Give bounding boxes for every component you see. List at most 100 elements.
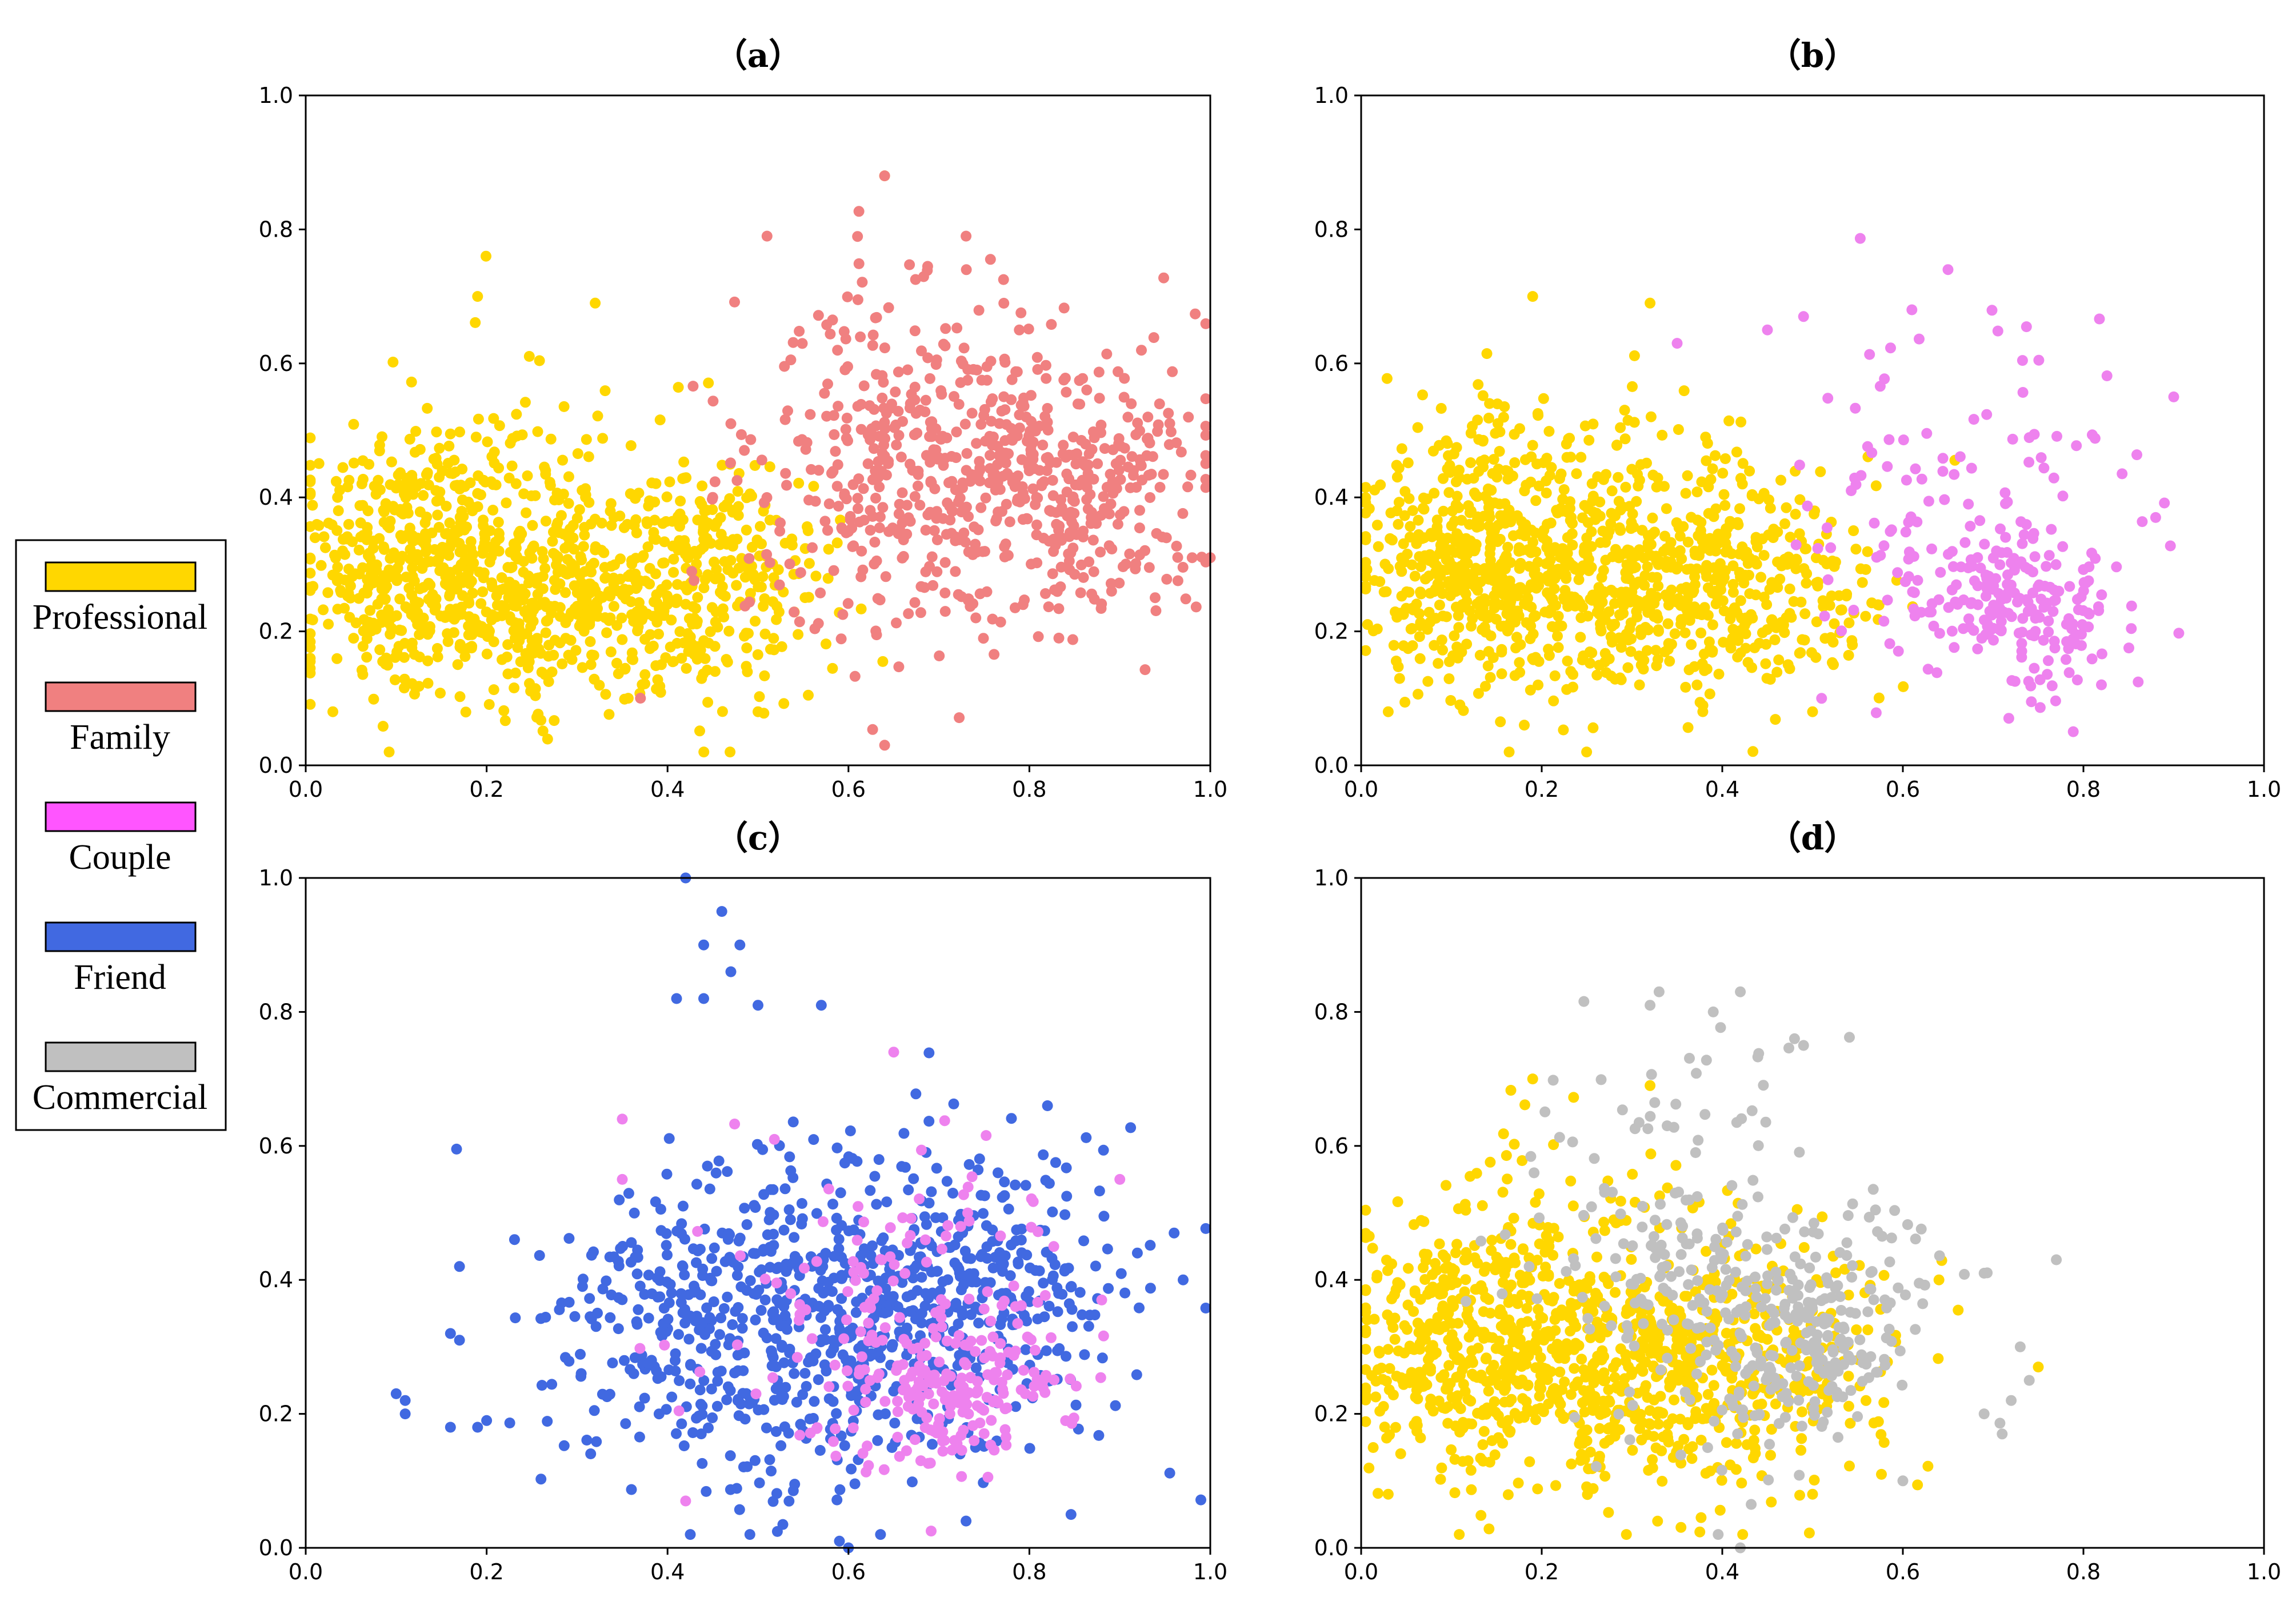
point-professional [1725, 516, 1736, 527]
x-tick-label: 0.8 [1012, 1559, 1046, 1584]
point-friend [706, 1275, 718, 1287]
point-friend [658, 1318, 669, 1329]
point-professional [481, 648, 493, 660]
point-professional [1614, 522, 1625, 533]
point-couple [959, 1339, 971, 1351]
point-professional [1635, 660, 1647, 670]
point-friend [999, 1176, 1010, 1188]
point-professional [1745, 609, 1757, 620]
point-friend [733, 1261, 744, 1272]
point-professional [1765, 502, 1776, 514]
point-family [889, 422, 900, 433]
point-professional [1769, 634, 1781, 645]
point-friend [685, 1378, 696, 1390]
point-friend [853, 1343, 865, 1354]
point-professional [1581, 746, 1593, 758]
point-professional [383, 564, 395, 576]
point-couple [806, 1333, 818, 1344]
point-family [1061, 486, 1073, 498]
point-friend [634, 1401, 645, 1412]
point-professional [439, 564, 450, 576]
point-family [1061, 386, 1072, 398]
point-couple [2168, 391, 2179, 402]
point-friend [970, 1301, 981, 1313]
point-family [1177, 562, 1189, 573]
point-couple [1922, 664, 1934, 675]
point-family [1055, 561, 1067, 573]
point-professional [1543, 1398, 1554, 1410]
point-professional [673, 382, 684, 393]
point-friend [1010, 1235, 1022, 1247]
point-couple [617, 1173, 628, 1185]
point-professional [1525, 476, 1537, 488]
point-couple [1966, 462, 1977, 474]
point-professional [1429, 640, 1440, 651]
point-friend [643, 1312, 654, 1324]
point-professional [1573, 574, 1585, 585]
point-friend [718, 1303, 730, 1314]
point-family [979, 546, 990, 557]
point-professional [1422, 676, 1434, 687]
point-family [1114, 577, 1125, 589]
point-family [1147, 451, 1158, 462]
point-professional [648, 527, 659, 538]
point-professional [1647, 572, 1658, 583]
point-professional [1443, 487, 1455, 498]
point-friend [923, 1197, 935, 1209]
point-professional [611, 657, 622, 669]
point-friend [712, 1375, 723, 1387]
point-professional [1445, 544, 1456, 556]
point-family [986, 416, 997, 427]
chart-panel-c: （c）0.0 0.2 0.4 0.6 0.8 1.00.00.20.40.60.81.0 [259, 819, 1228, 1584]
point-professional [1743, 569, 1754, 581]
point-professional [577, 485, 588, 496]
point-friend [803, 1356, 814, 1368]
y-tick-label: 0.6 [259, 1133, 293, 1159]
point-friend [725, 1484, 736, 1495]
point-family [906, 389, 917, 400]
point-professional [1533, 410, 1544, 421]
point-professional [1549, 670, 1561, 681]
point-couple [855, 1261, 866, 1273]
point-couple [1001, 1439, 1012, 1451]
point-family [852, 401, 863, 412]
point-couple [1946, 546, 1958, 557]
point-family [902, 364, 913, 376]
point-family [1163, 408, 1174, 419]
point-professional [1502, 541, 1514, 553]
point-professional [1719, 500, 1731, 511]
point-family [853, 258, 865, 269]
point-couple [1822, 574, 1834, 585]
point-professional [1691, 563, 1702, 574]
point-professional [1420, 573, 1431, 585]
point-friend [734, 1232, 746, 1244]
point-professional [1474, 565, 1485, 576]
point-professional [622, 693, 634, 704]
x-tick-label: 0.4 [650, 777, 685, 802]
point-professional [619, 588, 630, 599]
point-professional [531, 578, 542, 589]
point-family [1063, 556, 1075, 566]
point-friend [585, 1448, 597, 1459]
point-couple [987, 1331, 999, 1343]
point-professional [1812, 580, 1823, 592]
point-professional [674, 521, 685, 532]
point-professional [400, 601, 411, 613]
point-professional [1360, 482, 1371, 493]
point-professional [1627, 508, 1638, 520]
point-friend [831, 1494, 843, 1506]
point-friend [734, 1348, 746, 1359]
point-friend [1074, 1287, 1086, 1298]
point-friend [903, 1184, 914, 1196]
point-professional [1718, 489, 1730, 500]
point-professional [1503, 598, 1514, 609]
point-couple [965, 1372, 977, 1384]
point-professional [1438, 473, 1449, 484]
point-professional [413, 681, 425, 692]
point-friend [683, 1333, 695, 1345]
point-professional [1782, 659, 1794, 670]
point-couple [2018, 529, 2030, 540]
point-professional [714, 573, 726, 584]
point-professional [1747, 746, 1759, 757]
point-friend [625, 1364, 636, 1375]
